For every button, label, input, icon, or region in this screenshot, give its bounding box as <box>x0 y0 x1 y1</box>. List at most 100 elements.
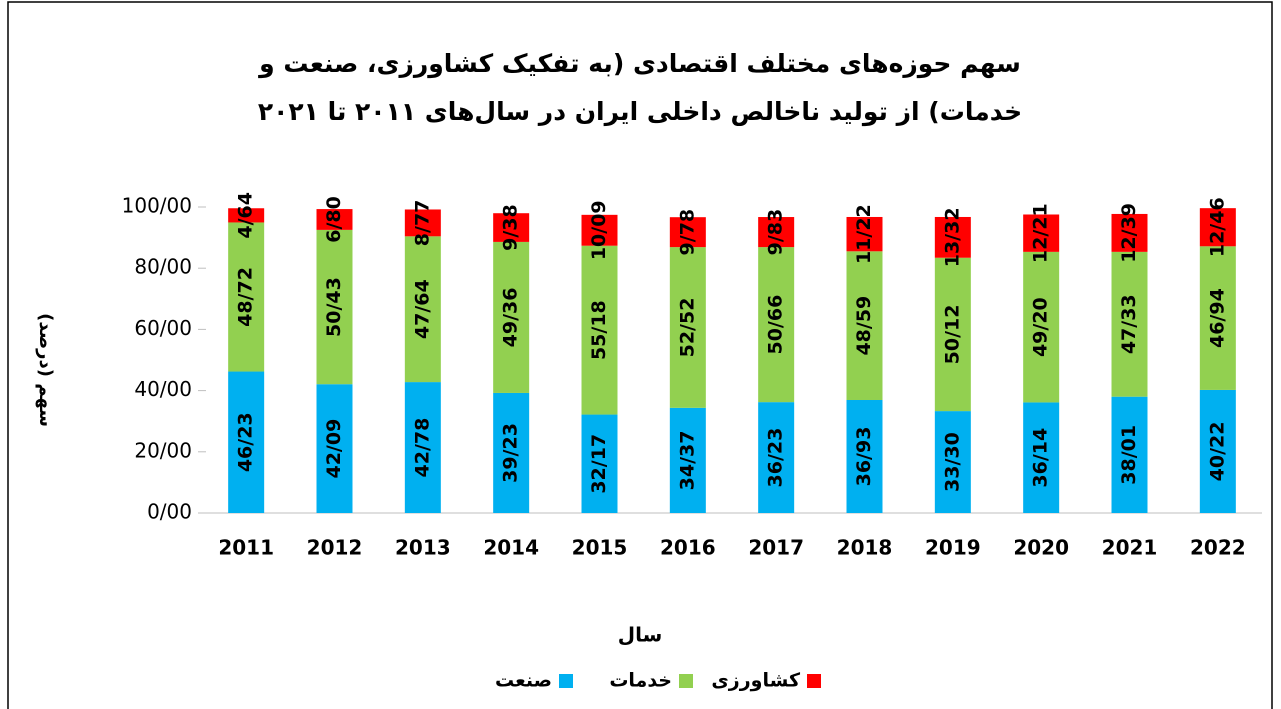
x-axis-label: سال <box>618 623 663 647</box>
data-label: 33/30 <box>941 432 963 492</box>
bar-segment <box>493 241 530 393</box>
x-tick-label: 2014 <box>483 536 539 560</box>
bar-segment <box>316 229 353 385</box>
x-tick-label: 2012 <box>307 536 363 560</box>
y-tick-label: 20/00 <box>134 438 192 462</box>
bar-segment <box>1111 213 1148 252</box>
bar-segment <box>1023 214 1060 252</box>
bar-segment <box>846 399 883 513</box>
data-label: 49/20 <box>1030 297 1052 357</box>
data-label: 50/66 <box>765 295 787 355</box>
data-label: 36/14 <box>1030 428 1052 488</box>
data-label: 39/23 <box>500 423 522 483</box>
data-label: 50/43 <box>323 277 345 337</box>
bar-segment <box>404 209 441 237</box>
bar-segment <box>1199 246 1236 390</box>
x-tick-label: 2021 <box>1102 536 1158 560</box>
bar-segment <box>581 214 618 246</box>
x-tick-label: 2022 <box>1190 536 1246 560</box>
bar-segment <box>1023 251 1060 403</box>
y-tick-label: 60/00 <box>134 316 192 340</box>
bar-segment <box>846 251 883 400</box>
data-label: 52/52 <box>676 298 698 358</box>
bar-segment <box>669 407 706 513</box>
data-label: 40/22 <box>1206 422 1228 482</box>
bar-segment <box>934 411 971 513</box>
data-label: 36/23 <box>765 428 787 488</box>
data-label: 42/09 <box>323 419 345 479</box>
bar-segment <box>758 217 795 248</box>
legend-swatch <box>679 674 693 688</box>
y-axis-label: سهم (درصد) <box>35 313 56 427</box>
data-label: 6/80 <box>323 196 345 243</box>
bar-segment <box>669 217 706 248</box>
x-tick-label: 2020 <box>1013 536 1069 560</box>
legend-swatch <box>807 674 821 688</box>
x-tick-label: 2018 <box>837 536 893 560</box>
data-label: 12/46 <box>1206 197 1228 257</box>
chart-title: سهم حوزه‌های مختلف اقتصادی (به تفکیک کشا… <box>257 49 1023 126</box>
data-label: 8/77 <box>411 200 433 247</box>
bar-segment <box>1111 396 1148 513</box>
bar-segment <box>316 209 353 230</box>
data-label: 4/64 <box>235 192 257 239</box>
data-label: 46/23 <box>235 412 257 472</box>
legend-label: خدمات <box>609 670 672 692</box>
data-label: 47/64 <box>411 279 433 339</box>
data-label: 38/01 <box>1118 425 1140 485</box>
data-label: 34/37 <box>676 430 698 490</box>
bar-segment <box>1111 251 1148 397</box>
data-label: 48/72 <box>235 267 257 327</box>
bar-segment <box>493 392 530 513</box>
bar-segment <box>228 208 265 223</box>
x-tick-label: 2015 <box>572 536 628 560</box>
x-tick-label: 2013 <box>395 536 451 560</box>
x-tick-label: 2017 <box>748 536 804 560</box>
data-label: 9/38 <box>500 204 522 251</box>
bar-segment <box>404 382 441 513</box>
data-label: 12/21 <box>1030 203 1052 263</box>
legend-label: کشاورزی <box>711 670 801 692</box>
bar-segment <box>934 257 971 412</box>
x-tick-label: 2011 <box>218 536 274 560</box>
y-tick-label: 100/00 <box>122 194 192 218</box>
data-label: 11/22 <box>853 204 875 264</box>
data-label: 32/17 <box>588 434 610 494</box>
bar-segment <box>581 245 618 415</box>
bar-segment <box>1023 402 1060 513</box>
frame <box>7 1 1273 709</box>
data-label: 48/59 <box>853 296 875 356</box>
data-label: 49/36 <box>500 288 522 348</box>
bar-segment <box>758 247 795 403</box>
y-tick-label: 0/00 <box>147 500 192 524</box>
data-label: 47/33 <box>1118 294 1140 354</box>
legend-swatch <box>559 674 573 688</box>
y-tick-label: 40/00 <box>134 377 192 401</box>
bar-segment <box>934 216 971 258</box>
data-label: 12/39 <box>1118 203 1140 263</box>
bar-segment <box>404 236 441 383</box>
bar-segment <box>846 216 883 252</box>
bar-segment <box>758 402 795 513</box>
bar-segment <box>493 213 530 242</box>
bar-segment <box>228 222 265 372</box>
legend-label: صنعت <box>495 670 552 692</box>
bar-segment <box>228 371 265 513</box>
bar-segment <box>1199 208 1236 247</box>
data-label: 42/78 <box>411 418 433 478</box>
x-tick-label: 2019 <box>925 536 981 560</box>
bar-segment <box>316 384 353 513</box>
data-label: 46/94 <box>1206 288 1228 348</box>
data-label: 55/18 <box>588 300 610 360</box>
y-tick-label: 80/00 <box>134 255 192 279</box>
bar-segment <box>1199 389 1236 513</box>
data-label: 36/93 <box>853 427 875 487</box>
data-label: 50/12 <box>941 305 963 365</box>
data-label: 13/32 <box>941 207 963 267</box>
bar-segment <box>581 414 618 513</box>
data-label: 9/78 <box>676 209 698 256</box>
x-tick-label: 2016 <box>660 536 716 560</box>
data-label: 10/09 <box>588 200 610 260</box>
